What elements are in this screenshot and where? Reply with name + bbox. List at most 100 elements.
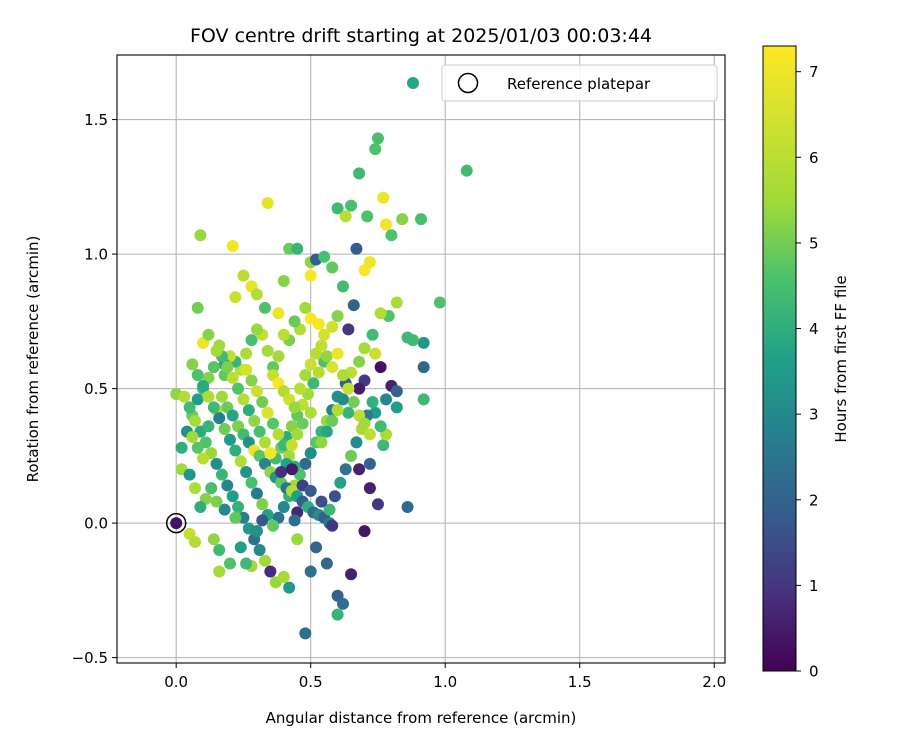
colorbar-tick-label: 2 bbox=[809, 491, 819, 509]
data-point bbox=[363, 482, 376, 495]
data-point bbox=[304, 565, 317, 578]
data-point bbox=[336, 369, 349, 382]
data-point bbox=[275, 465, 288, 478]
data-point bbox=[283, 581, 296, 594]
data-point bbox=[326, 361, 339, 374]
data-point bbox=[363, 457, 376, 470]
data-point bbox=[331, 347, 344, 360]
data-point bbox=[234, 541, 247, 554]
data-point bbox=[369, 143, 382, 156]
data-point bbox=[277, 570, 290, 583]
data-point bbox=[189, 535, 202, 548]
data-point bbox=[353, 382, 366, 395]
data-point bbox=[240, 347, 253, 360]
data-point bbox=[315, 495, 328, 508]
data-point bbox=[361, 210, 374, 223]
data-point bbox=[310, 541, 323, 554]
data-point bbox=[229, 444, 242, 457]
data-point bbox=[285, 439, 298, 452]
data-point bbox=[326, 261, 339, 274]
data-point bbox=[213, 565, 226, 578]
plot-frame bbox=[116, 54, 726, 664]
data-point bbox=[304, 269, 317, 282]
legend-box bbox=[441, 64, 718, 102]
chart-title: FOV centre drift starting at 2025/01/03 … bbox=[190, 25, 652, 47]
data-point bbox=[345, 568, 358, 581]
x-tick-label: 2.0 bbox=[702, 673, 726, 691]
data-point bbox=[315, 339, 328, 352]
data-point bbox=[272, 428, 285, 441]
data-point bbox=[261, 196, 274, 209]
data-point bbox=[234, 455, 247, 468]
reference-platepar-marker bbox=[165, 512, 187, 534]
data-point bbox=[358, 525, 371, 538]
x-tick-label: 1.5 bbox=[568, 673, 592, 691]
data-point bbox=[299, 301, 312, 314]
legend: Reference platepar bbox=[407, 64, 718, 102]
data-point bbox=[277, 328, 290, 341]
data-point bbox=[250, 323, 263, 336]
data-point bbox=[334, 476, 347, 489]
data-point bbox=[331, 404, 344, 417]
data-point bbox=[285, 463, 298, 476]
data-point bbox=[170, 517, 183, 530]
data-point bbox=[258, 436, 271, 449]
data-point bbox=[178, 390, 191, 403]
data-point bbox=[369, 347, 382, 360]
data-point bbox=[345, 449, 358, 462]
data-point bbox=[353, 463, 366, 476]
data-point bbox=[291, 242, 304, 255]
data-point bbox=[215, 390, 228, 403]
data-point bbox=[186, 358, 199, 371]
data-point bbox=[385, 229, 398, 242]
legend-label-reference: Reference platepar bbox=[507, 75, 651, 93]
x-tick-label: 1.0 bbox=[433, 673, 457, 691]
data-point bbox=[191, 301, 204, 314]
data-point bbox=[371, 498, 384, 511]
data-point bbox=[347, 396, 360, 409]
data-point bbox=[396, 213, 409, 226]
data-point bbox=[326, 320, 339, 333]
data-point bbox=[194, 500, 207, 513]
data-point bbox=[245, 334, 258, 347]
data-point bbox=[240, 465, 253, 478]
data-point bbox=[417, 361, 430, 374]
data-point bbox=[237, 393, 250, 406]
data-point bbox=[218, 503, 231, 516]
data-point bbox=[210, 495, 223, 508]
reference-marker-layer bbox=[165, 512, 187, 534]
data-point bbox=[207, 361, 220, 374]
y-tick-label: 1.0 bbox=[84, 246, 108, 264]
data-point bbox=[401, 331, 414, 344]
data-point bbox=[250, 487, 263, 500]
data-point bbox=[242, 404, 255, 417]
data-point bbox=[202, 328, 215, 341]
data-point bbox=[221, 479, 234, 492]
data-point bbox=[277, 274, 290, 287]
data-point bbox=[307, 377, 320, 390]
data-point bbox=[189, 414, 202, 427]
data-point bbox=[237, 269, 250, 282]
data-point bbox=[240, 363, 253, 376]
y-tick-label: 0.0 bbox=[84, 515, 108, 533]
data-point bbox=[226, 240, 239, 253]
data-point bbox=[261, 406, 274, 419]
data-point bbox=[401, 500, 414, 513]
data-point bbox=[336, 393, 349, 406]
colorbar-tick-label: 3 bbox=[809, 406, 819, 424]
data-point bbox=[293, 382, 306, 395]
data-point bbox=[223, 557, 236, 570]
data-point bbox=[229, 291, 242, 304]
data-point bbox=[277, 500, 290, 513]
data-point bbox=[347, 299, 360, 312]
data-point bbox=[350, 242, 363, 255]
data-point bbox=[191, 393, 204, 406]
data-point bbox=[339, 210, 352, 223]
data-point bbox=[223, 433, 236, 446]
data-point bbox=[183, 401, 196, 414]
data-point bbox=[194, 229, 207, 242]
data-point bbox=[380, 218, 393, 231]
data-point bbox=[191, 441, 204, 454]
data-point bbox=[377, 439, 390, 452]
